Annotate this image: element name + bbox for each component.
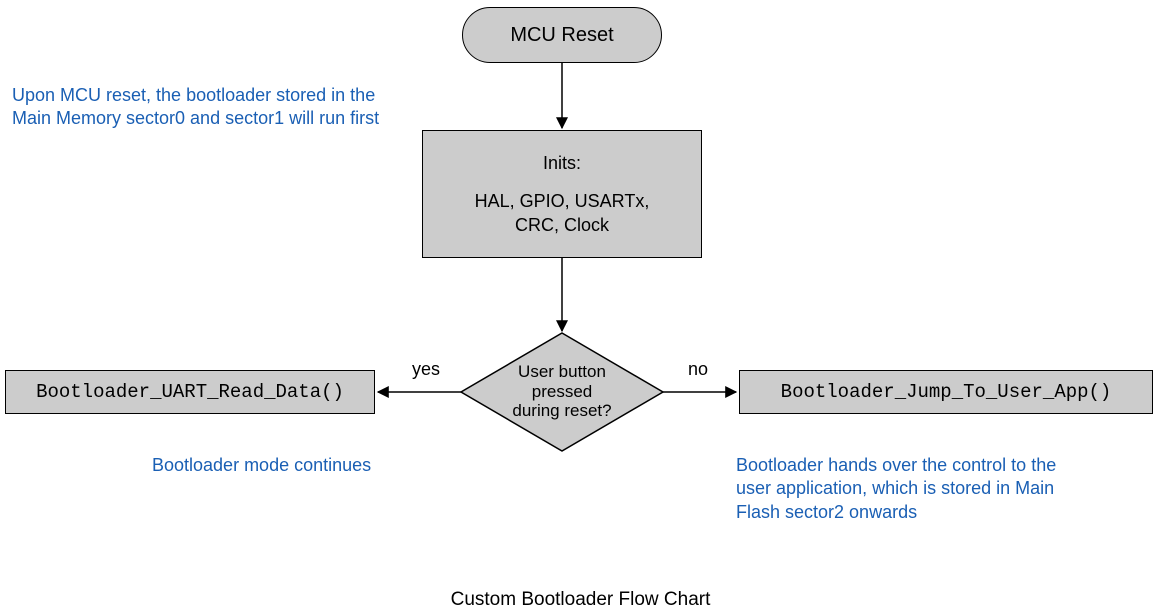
node-inits-line1: Inits: [543, 151, 581, 175]
node-bootloader-jump-label: Bootloader_Jump_To_User_App() [781, 381, 1112, 403]
decision-line1: User button [518, 362, 606, 381]
edge-label-yes: yes [412, 359, 440, 380]
edge-label-no: no [688, 359, 708, 380]
annotation-upper-left-text: Upon MCU reset, the bootloader stored in… [12, 85, 379, 128]
annotation-below-right: Bootloader hands over the control to the… [736, 454, 1096, 524]
annotation-below-left-text: Bootloader mode continues [152, 455, 371, 475]
annotation-upper-left: Upon MCU reset, the bootloader stored in… [12, 84, 392, 131]
node-inits-line4: CRC, Clock [515, 213, 609, 237]
node-bootloader-read-label: Bootloader_UART_Read_Data() [36, 381, 344, 403]
node-inits: Inits: HAL, GPIO, USARTx, CRC, Clock [422, 130, 702, 258]
node-mcu-reset: MCU Reset [462, 7, 662, 63]
node-bootloader-jump: Bootloader_Jump_To_User_App() [739, 370, 1153, 414]
node-bootloader-read: Bootloader_UART_Read_Data() [5, 370, 375, 414]
node-decision-label: User button pressed during reset? [492, 362, 632, 421]
annotation-below-left: Bootloader mode continues [152, 454, 371, 477]
chart-caption: Custom Bootloader Flow Chart [0, 589, 1161, 611]
annotation-below-right-text: Bootloader hands over the control to the… [736, 455, 1056, 522]
decision-line2: pressed [532, 382, 592, 401]
node-mcu-reset-label: MCU Reset [510, 24, 613, 47]
chart-caption-text: Custom Bootloader Flow Chart [451, 589, 711, 610]
node-inits-line3: HAL, GPIO, USARTx, [475, 189, 650, 213]
edge-yes-text: yes [412, 359, 440, 379]
edge-no-text: no [688, 359, 708, 379]
decision-line3: during reset? [512, 401, 611, 420]
